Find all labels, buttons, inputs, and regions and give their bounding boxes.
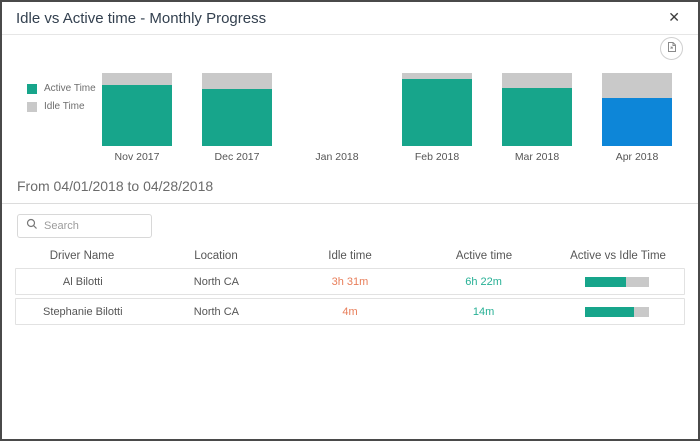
- column-header-active-vs-idle: Active vs Idle Time: [570, 250, 666, 262]
- chart-bars: Nov 2017 Dec 2017 Jan 2018 Feb 2018 Mar 2018…: [87, 73, 687, 163]
- stacked-bar-feb-2018[interactable]: [402, 73, 472, 146]
- period-section: From 04/01/2018 to 04/28/2018: [2, 165, 698, 204]
- export-button[interactable]: [660, 37, 683, 60]
- search-box[interactable]: [17, 214, 152, 238]
- idle-time-cell: 3h 31m: [331, 275, 369, 288]
- chart-slot-feb-2018: Feb 2018: [387, 73, 487, 163]
- active-segment: [202, 89, 272, 146]
- column-header-idle-time: Idle time: [328, 250, 372, 262]
- month-label: Dec 2017: [214, 151, 260, 163]
- idle-segment: [402, 73, 472, 79]
- month-label: Apr 2018: [615, 151, 659, 163]
- stacked-bar-jan-2018: [302, 73, 372, 146]
- active-time-swatch: [27, 83, 37, 94]
- active-vs-idle-cell: [550, 306, 684, 317]
- driver-name-cell: Stephanie Bilotti: [43, 305, 123, 318]
- table-header: Driver Name Location Idle time Active ti…: [15, 250, 685, 262]
- table-body: Al Bilotti North CA 3h 31m 6h 22m Stepha…: [2, 268, 698, 325]
- location-cell: North CA: [193, 305, 240, 318]
- chart-slot-dec-2017: Dec 2017: [187, 73, 287, 163]
- active-segment: [502, 88, 572, 146]
- idle-segment: [202, 73, 272, 89]
- chart-slot-apr-2018: Apr 2018: [587, 73, 687, 163]
- drivers-table: Driver Name Location Idle time Active ti…: [2, 250, 698, 325]
- month-label: Nov 2017: [114, 151, 160, 163]
- active-vs-idle-progress-bar: [585, 276, 650, 287]
- active-time-cell: 14m: [472, 305, 495, 318]
- progress-fill: [585, 276, 627, 287]
- idle-segment: [502, 73, 572, 88]
- column-header-location: Location: [194, 250, 238, 262]
- dialog-header: Idle vs Active time - Monthly Progress ✕: [2, 2, 698, 35]
- column-header-driver-name: Driver Name: [49, 250, 115, 262]
- idle-time-cell: 4m: [342, 305, 358, 318]
- monthly-progress-chart: Active Time Idle Time Nov 2017 Dec 2017 Ja…: [2, 35, 698, 165]
- stacked-bar-dec-2017[interactable]: [202, 73, 272, 146]
- active-vs-idle-progress-bar: [585, 306, 650, 317]
- column-header-active-time: Active time: [455, 250, 513, 262]
- month-label: Mar 2018: [514, 151, 560, 163]
- legend-label: Idle Time: [44, 101, 85, 112]
- month-label: Jan 2018: [315, 151, 359, 163]
- progress-fill: [585, 306, 634, 317]
- period-text: From 04/01/2018 to 04/28/2018: [17, 178, 214, 194]
- dialog-title: Idle vs Active time - Monthly Progress: [16, 10, 267, 27]
- chart-slot-jan-2018: Jan 2018: [287, 73, 387, 163]
- table-row[interactable]: Al Bilotti North CA 3h 31m 6h 22m: [15, 268, 685, 295]
- driver-name-cell: Al Bilotti: [62, 275, 103, 288]
- idle-time-swatch: [27, 101, 37, 112]
- active-segment: [602, 98, 672, 146]
- stacked-bar-apr-2018[interactable]: [602, 73, 672, 146]
- active-vs-idle-cell: [550, 276, 684, 287]
- location-cell: North CA: [193, 275, 240, 288]
- stacked-bar-mar-2018[interactable]: [502, 73, 572, 146]
- active-segment: [102, 85, 172, 146]
- active-time-cell: 6h 22m: [465, 275, 502, 288]
- search-icon: [26, 217, 38, 235]
- table-row[interactable]: Stephanie Bilotti North CA 4m 14m: [15, 298, 685, 325]
- search-input[interactable]: [44, 220, 144, 232]
- idle-segment: [602, 73, 672, 98]
- idle-segment: [102, 73, 172, 85]
- legend-label: Active Time: [44, 83, 96, 94]
- active-segment: [402, 79, 472, 146]
- chart-slot-mar-2018: Mar 2018: [487, 73, 587, 163]
- stacked-bar-nov-2017[interactable]: [102, 73, 172, 146]
- legend-item-idle: Idle Time: [27, 101, 96, 112]
- close-icon[interactable]: ✕: [668, 9, 680, 25]
- legend-item-active: Active Time: [27, 83, 96, 94]
- chart-slot-nov-2017: Nov 2017: [87, 73, 187, 163]
- month-label: Feb 2018: [414, 151, 460, 163]
- export-icon: [666, 40, 678, 58]
- chart-legend: Active Time Idle Time: [27, 83, 96, 119]
